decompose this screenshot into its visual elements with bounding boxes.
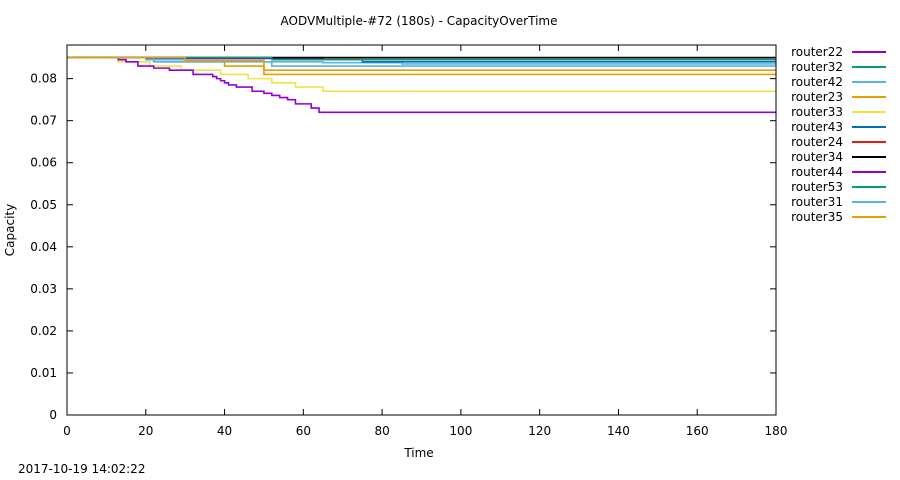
legend: router22router32router42router23router33… — [791, 45, 886, 224]
legend-label-router24: router24 — [791, 135, 843, 149]
x-tick-label: 180 — [765, 424, 788, 438]
x-tick-label: 160 — [686, 424, 709, 438]
y-tick-label: 0.06 — [30, 156, 57, 170]
legend-label-router42: router42 — [791, 75, 843, 89]
y-tick-label: 0.08 — [30, 72, 57, 86]
chart-title: AODVMultiple-#72 (180s) - CapacityOverTi… — [281, 14, 558, 28]
series-line-router44 — [67, 56, 776, 114]
x-tick-label: 40 — [217, 424, 232, 438]
x-tick-label: 80 — [374, 424, 389, 438]
y-tick-label: 0.04 — [30, 240, 57, 254]
legend-label-router34: router34 — [791, 150, 843, 164]
legend-label-router31: router31 — [791, 195, 843, 209]
legend-label-router32: router32 — [791, 60, 843, 74]
legend-label-router33: router33 — [791, 105, 843, 119]
legend-label-router35: router35 — [791, 210, 843, 224]
y-axis: 0 0.01 0.02 0.03 0.04 0.05 0.06 0.07 0.08 — [30, 72, 776, 422]
y-tick-label: 0 — [49, 408, 57, 422]
y-axis-label: Capacity — [3, 204, 17, 256]
x-tick-label: 120 — [528, 424, 551, 438]
series-line-router33 — [67, 56, 776, 93]
legend-label-router43: router43 — [791, 120, 843, 134]
y-tick-label: 0.05 — [30, 198, 57, 212]
plot-frame — [66, 44, 777, 416]
legend-label-router22: router22 — [791, 45, 843, 59]
y-tick-label: 0.01 — [30, 366, 57, 380]
series-line-router35 — [67, 56, 776, 76]
x-tick-label: 0 — [63, 424, 71, 438]
timestamp: 2017-10-19 14:02:22 — [18, 462, 146, 476]
legend-label-router53: router53 — [791, 180, 843, 194]
legend-label-router44: router44 — [791, 165, 843, 179]
x-tick-label: 100 — [449, 424, 472, 438]
x-tick-label: 140 — [607, 424, 630, 438]
x-tick-label: 20 — [138, 424, 153, 438]
y-tick-label: 0.03 — [30, 282, 57, 296]
x-axis: 0 20 40 60 80 100 120 140 160 180 — [63, 45, 787, 438]
x-axis-label: Time — [403, 446, 433, 460]
y-tick-label: 0.07 — [30, 114, 57, 128]
y-tick-label: 0.02 — [30, 324, 57, 338]
plot-lines — [67, 56, 776, 114]
x-tick-label: 60 — [296, 424, 311, 438]
legend-label-router23: router23 — [791, 90, 843, 104]
